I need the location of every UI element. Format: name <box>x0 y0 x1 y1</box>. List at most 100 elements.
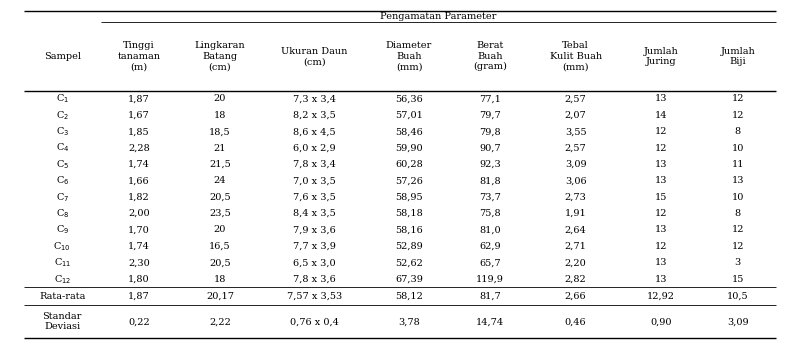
Text: 3,09: 3,09 <box>727 317 749 326</box>
Text: 7,8 x 3,6: 7,8 x 3,6 <box>293 275 336 284</box>
Text: 12: 12 <box>731 242 744 251</box>
Text: Tinggi
tanaman
(m): Tinggi tanaman (m) <box>118 41 160 71</box>
Text: 52,62: 52,62 <box>395 258 423 267</box>
Text: 1,80: 1,80 <box>128 275 150 284</box>
Text: 13: 13 <box>655 225 667 234</box>
Text: 13: 13 <box>655 94 667 104</box>
Text: C$_{7}$: C$_{7}$ <box>56 191 69 204</box>
Text: Tebal
Kulit Buah
(mm): Tebal Kulit Buah (mm) <box>550 41 602 71</box>
Text: 81,0: 81,0 <box>479 225 501 234</box>
Text: 2,57: 2,57 <box>565 94 586 104</box>
Text: 7,3 x 3,4: 7,3 x 3,4 <box>293 94 336 104</box>
Text: Pengamatan Parameter: Pengamatan Parameter <box>380 12 497 21</box>
Text: 52,89: 52,89 <box>395 242 423 251</box>
Text: C$_{11}$: C$_{11}$ <box>54 256 71 269</box>
Text: 1,91: 1,91 <box>565 209 586 218</box>
Text: Ukuran Daun
(cm): Ukuran Daun (cm) <box>282 47 348 66</box>
Text: 58,12: 58,12 <box>395 292 423 301</box>
Text: 8: 8 <box>734 209 741 218</box>
Text: 21: 21 <box>214 144 226 153</box>
Text: 58,46: 58,46 <box>395 127 423 136</box>
Text: 2,66: 2,66 <box>565 292 586 301</box>
Text: 7,8 x 3,4: 7,8 x 3,4 <box>293 160 336 169</box>
Text: 73,7: 73,7 <box>479 193 501 202</box>
Text: 12: 12 <box>655 209 667 218</box>
Text: 15: 15 <box>655 193 667 202</box>
Text: Diameter
Buah
(mm): Diameter Buah (mm) <box>386 41 432 71</box>
Text: 24: 24 <box>214 176 226 186</box>
Text: 20,5: 20,5 <box>209 193 230 202</box>
Text: 0,76 x 0,4: 0,76 x 0,4 <box>290 317 339 326</box>
Text: 2,00: 2,00 <box>128 209 150 218</box>
Text: 1,70: 1,70 <box>128 225 150 234</box>
Text: 1,87: 1,87 <box>128 292 150 301</box>
Text: Sampel: Sampel <box>44 52 81 61</box>
Text: 15: 15 <box>731 275 744 284</box>
Text: 90,7: 90,7 <box>479 144 501 153</box>
Text: 12: 12 <box>731 94 744 104</box>
Text: 0,90: 0,90 <box>650 317 672 326</box>
Text: 12: 12 <box>655 144 667 153</box>
Text: Lingkaran
Batang
(cm): Lingkaran Batang (cm) <box>194 41 245 71</box>
Text: C$_{8}$: C$_{8}$ <box>55 207 69 220</box>
Text: 18: 18 <box>214 111 226 120</box>
Text: 3,55: 3,55 <box>565 127 586 136</box>
Text: 79,7: 79,7 <box>479 111 501 120</box>
Text: Jumlah
Biji: Jumlah Biji <box>720 47 755 66</box>
Text: 7,7 x 3,9: 7,7 x 3,9 <box>293 242 336 251</box>
Text: 1,82: 1,82 <box>128 193 150 202</box>
Text: 2,73: 2,73 <box>565 193 586 202</box>
Text: 67,39: 67,39 <box>395 275 423 284</box>
Text: 7,57 x 3,53: 7,57 x 3,53 <box>287 292 342 301</box>
Text: 21,5: 21,5 <box>209 160 230 169</box>
Text: C$_{4}$: C$_{4}$ <box>55 142 69 154</box>
Text: C$_{6}$: C$_{6}$ <box>55 174 69 187</box>
Text: 12,92: 12,92 <box>647 292 675 301</box>
Text: 14,74: 14,74 <box>476 317 504 326</box>
Text: 2,20: 2,20 <box>565 258 586 267</box>
Text: 2,28: 2,28 <box>128 144 150 153</box>
Text: C$_{9}$: C$_{9}$ <box>56 224 69 236</box>
Text: 92,3: 92,3 <box>479 160 501 169</box>
Text: 8: 8 <box>734 127 741 136</box>
Text: 3: 3 <box>734 258 741 267</box>
Text: C$_{10}$: C$_{10}$ <box>54 240 71 253</box>
Text: 62,9: 62,9 <box>479 242 501 251</box>
Text: 58,18: 58,18 <box>395 209 423 218</box>
Text: 1,87: 1,87 <box>128 94 150 104</box>
Text: 8,4 x 3,5: 8,4 x 3,5 <box>293 209 336 218</box>
Text: 6,0 x 2,9: 6,0 x 2,9 <box>293 144 336 153</box>
Text: 8,2 x 3,5: 8,2 x 3,5 <box>293 111 336 120</box>
Text: 7,6 x 3,5: 7,6 x 3,5 <box>293 193 336 202</box>
Text: C$_{2}$: C$_{2}$ <box>56 109 69 122</box>
Text: 0,46: 0,46 <box>565 317 586 326</box>
Text: 2,22: 2,22 <box>209 317 231 326</box>
Text: 57,01: 57,01 <box>395 111 423 120</box>
Text: 10: 10 <box>731 193 744 202</box>
Text: 13: 13 <box>655 258 667 267</box>
Text: 6,5 x 3,0: 6,5 x 3,0 <box>293 258 336 267</box>
Text: Standar
Deviasi: Standar Deviasi <box>42 312 82 331</box>
Text: 23,5: 23,5 <box>209 209 230 218</box>
Text: 2,30: 2,30 <box>128 258 150 267</box>
Text: 7,0 x 3,5: 7,0 x 3,5 <box>293 176 336 186</box>
Text: 8,6 x 4,5: 8,6 x 4,5 <box>293 127 336 136</box>
Text: 2,82: 2,82 <box>565 275 586 284</box>
Text: C$_{1}$: C$_{1}$ <box>56 92 69 105</box>
Text: 13: 13 <box>655 160 667 169</box>
Text: 1,66: 1,66 <box>128 176 150 186</box>
Text: 12: 12 <box>655 127 667 136</box>
Text: Berat
Buah
(gram): Berat Buah (gram) <box>473 41 507 71</box>
Text: 1,67: 1,67 <box>128 111 150 120</box>
Text: 77,1: 77,1 <box>479 94 501 104</box>
Text: 119,9: 119,9 <box>476 275 504 284</box>
Text: 13: 13 <box>731 176 744 186</box>
Text: 56,36: 56,36 <box>395 94 423 104</box>
Text: 3,09: 3,09 <box>565 160 586 169</box>
Text: 12: 12 <box>731 111 744 120</box>
Text: 57,26: 57,26 <box>395 176 423 186</box>
Text: 58,95: 58,95 <box>395 193 423 202</box>
Text: 2,64: 2,64 <box>565 225 586 234</box>
Text: 3,06: 3,06 <box>565 176 586 186</box>
Text: 16,5: 16,5 <box>209 242 230 251</box>
